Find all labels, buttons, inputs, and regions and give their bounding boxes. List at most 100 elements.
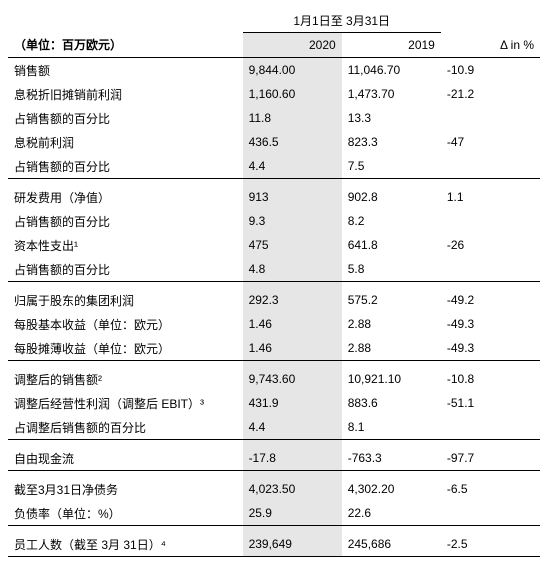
- cell: 10,921.10: [342, 367, 441, 391]
- cell: [441, 501, 540, 526]
- cell: 239,649: [243, 532, 342, 557]
- cell: 2.88: [342, 312, 441, 336]
- table-row: 调整后的销售额²9,743.6010,921.10-10.8: [8, 367, 540, 391]
- table-row: 研发费用（净值）913902.81.1: [8, 185, 540, 209]
- row-label: 占销售额的百分比: [8, 209, 243, 233]
- column-header-row: （单位：百万欧元） 2020 2019 Δ in %: [8, 33, 540, 58]
- cell: [441, 415, 540, 440]
- cell: -51.1: [441, 391, 540, 415]
- cell: 7.5: [342, 154, 441, 179]
- cell: 431.9: [243, 391, 342, 415]
- table-row: 占销售额的百分比4.47.5: [8, 154, 540, 179]
- cell: 4,023.50: [243, 477, 342, 501]
- cell: -10.9: [441, 58, 540, 83]
- cell: -6.5: [441, 477, 540, 501]
- table-row: 自由现金流-17.8-763.3-97.7: [8, 446, 540, 471]
- cell: 1,160.60: [243, 82, 342, 106]
- row-label: 销售额: [8, 58, 243, 83]
- cell: 913: [243, 185, 342, 209]
- cell: 9,743.60: [243, 367, 342, 391]
- row-label: 研发费用（净值）: [8, 185, 243, 209]
- cell: 245,686: [342, 532, 441, 557]
- col-2020: 2020: [243, 33, 342, 58]
- cell: 11,046.70: [342, 58, 441, 83]
- cell: -2.5: [441, 532, 540, 557]
- cell: -763.3: [342, 446, 441, 471]
- row-label: 归属于股东的集团利润: [8, 288, 243, 312]
- cell: 4.4: [243, 415, 342, 440]
- period-label: 1月1日至 3月31日: [243, 8, 441, 33]
- table-row: 调整后经营性利润（调整后 EBIT）³431.9883.6-51.1: [8, 391, 540, 415]
- cell: [441, 209, 540, 233]
- cell: 11.8: [243, 106, 342, 130]
- row-label: 息税前利润: [8, 130, 243, 154]
- row-label: 资本性支出¹: [8, 233, 243, 257]
- table-row: 息税前利润436.5823.3-47: [8, 130, 540, 154]
- table-row: 占调整后销售额的百分比4.48.1: [8, 415, 540, 440]
- cell: 292.3: [243, 288, 342, 312]
- col-delta: Δ in %: [441, 33, 540, 58]
- table-row: 截至3月31日净债务4,023.504,302.20-6.5: [8, 477, 540, 501]
- row-label: 调整后的销售额²: [8, 367, 243, 391]
- cell: -49.3: [441, 336, 540, 361]
- cell: -26: [441, 233, 540, 257]
- cell: 1,473.70: [342, 82, 441, 106]
- cell: -17.8: [243, 446, 342, 471]
- cell: 13.3: [342, 106, 441, 130]
- cell: 1.1: [441, 185, 540, 209]
- cell: -10.8: [441, 367, 540, 391]
- cell: 883.6: [342, 391, 441, 415]
- unit-label: （单位：百万欧元）: [8, 33, 243, 58]
- row-label: 自由现金流: [8, 446, 243, 471]
- col-2019: 2019: [342, 33, 441, 58]
- cell: 9,844.00: [243, 58, 342, 83]
- cell: 25.9: [243, 501, 342, 526]
- cell: 823.3: [342, 130, 441, 154]
- financial-table: 1月1日至 3月31日 （单位：百万欧元） 2020 2019 Δ in % 销…: [8, 8, 540, 557]
- cell: 22.6: [342, 501, 441, 526]
- table-row: 资本性支出¹475641.8-26: [8, 233, 540, 257]
- table-row: 员工人数（截至 3月 31日）⁴239,649245,686-2.5: [8, 532, 540, 557]
- cell: -49.3: [441, 312, 540, 336]
- row-label: 占销售额的百分比: [8, 154, 243, 179]
- table-row: 负债率（单位：%）25.922.6: [8, 501, 540, 526]
- cell: 1.46: [243, 312, 342, 336]
- cell: 436.5: [243, 130, 342, 154]
- cell: 2.88: [342, 336, 441, 361]
- cell: -47: [441, 130, 540, 154]
- row-label: 负债率（单位：%）: [8, 501, 243, 526]
- cell: [441, 154, 540, 179]
- cell: 4,302.20: [342, 477, 441, 501]
- cell: 575.2: [342, 288, 441, 312]
- table-row: 销售额9,844.0011,046.70-10.9: [8, 58, 540, 83]
- table-row: 占销售额的百分比4.85.8: [8, 257, 540, 282]
- cell: 8.2: [342, 209, 441, 233]
- table-row: 息税折旧摊销前利润1,160.601,473.70-21.2: [8, 82, 540, 106]
- row-label: 员工人数（截至 3月 31日）⁴: [8, 532, 243, 557]
- cell: 5.8: [342, 257, 441, 282]
- row-label: 占销售额的百分比: [8, 257, 243, 282]
- row-label: 每股摊薄收益（单位：欧元）: [8, 336, 243, 361]
- row-label: 调整后经营性利润（调整后 EBIT）³: [8, 391, 243, 415]
- cell: 1.46: [243, 336, 342, 361]
- cell: -21.2: [441, 82, 540, 106]
- table-row: 每股基本收益（单位：欧元）1.462.88-49.3: [8, 312, 540, 336]
- cell: 475: [243, 233, 342, 257]
- table-row: 占销售额的百分比11.813.3: [8, 106, 540, 130]
- cell: -49.2: [441, 288, 540, 312]
- table-row: 每股摊薄收益（单位：欧元）1.462.88-49.3: [8, 336, 540, 361]
- cell: 4.4: [243, 154, 342, 179]
- cell: 4.8: [243, 257, 342, 282]
- cell: 641.8: [342, 233, 441, 257]
- cell: 902.8: [342, 185, 441, 209]
- row-label: 占销售额的百分比: [8, 106, 243, 130]
- cell: 9.3: [243, 209, 342, 233]
- cell: [441, 257, 540, 282]
- period-header-row: 1月1日至 3月31日: [8, 8, 540, 33]
- cell: 8.1: [342, 415, 441, 440]
- table-row: 占销售额的百分比9.38.2: [8, 209, 540, 233]
- row-label: 每股基本收益（单位：欧元）: [8, 312, 243, 336]
- cell: -97.7: [441, 446, 540, 471]
- table-row: 归属于股东的集团利润292.3575.2-49.2: [8, 288, 540, 312]
- cell: [441, 106, 540, 130]
